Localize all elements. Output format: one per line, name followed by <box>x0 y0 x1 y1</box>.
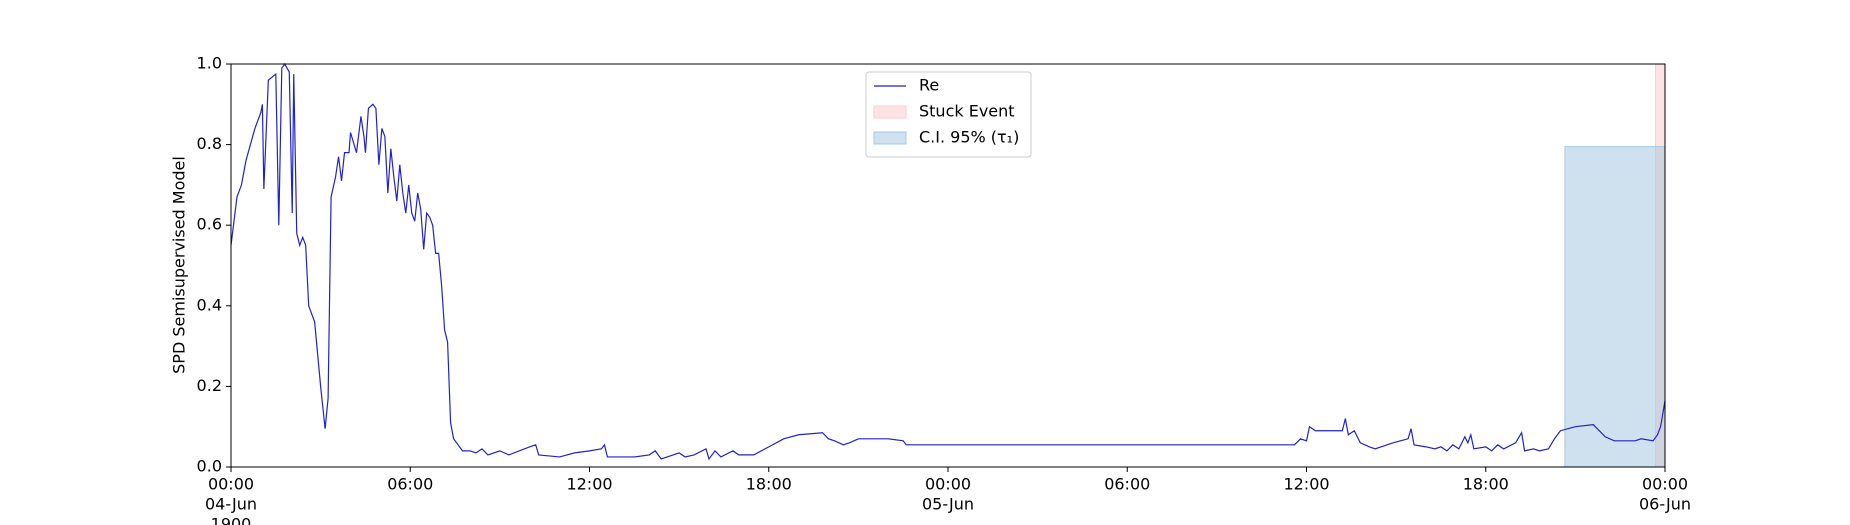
legend: Re Stuck Event C.I. 95% (τ₁) <box>865 71 1032 158</box>
y-tick-label: 0.6 <box>197 215 222 234</box>
legend-swatch <box>873 105 907 119</box>
legend-label: Re <box>919 76 939 95</box>
region <box>1564 146 1666 468</box>
y-tick-label: 0.8 <box>197 134 222 153</box>
x-tick-label: 00:00 <box>208 475 254 494</box>
y-axis-label: SPD Semisupervised Model <box>170 156 189 374</box>
legend-box <box>865 71 1032 158</box>
x-tick-label: 1900 <box>211 515 252 525</box>
y-tick-label: 1.0 <box>197 54 222 73</box>
x-tick-label: 12:00 <box>566 475 612 494</box>
legend-label: C.I. 95% (τ₁) <box>919 128 1019 147</box>
line <box>230 62 1666 461</box>
y-tick-label: 0.0 <box>197 457 222 476</box>
x-tick-label: 00:00 <box>925 475 971 494</box>
x-tick-label: 18:00 <box>746 475 792 494</box>
x-tick-label: 06:00 <box>387 475 433 494</box>
y-tick-label: 0.4 <box>197 295 222 314</box>
x-tick-label: 18:00 <box>1463 475 1509 494</box>
x-tick-label: 00:00 <box>1642 475 1688 494</box>
x-tick-label: 05-Jun <box>922 495 974 514</box>
y-tick-label: 0.2 <box>197 376 222 395</box>
legend-label: Stuck Event <box>919 102 1015 121</box>
x-tick-label: 06:00 <box>1104 475 1150 494</box>
x-tick-label: 06-Jun <box>1639 495 1691 514</box>
legend-swatch <box>873 131 907 145</box>
x-tick-label: 12:00 <box>1283 475 1329 494</box>
x-tick-label: 04-Jun <box>205 495 257 514</box>
